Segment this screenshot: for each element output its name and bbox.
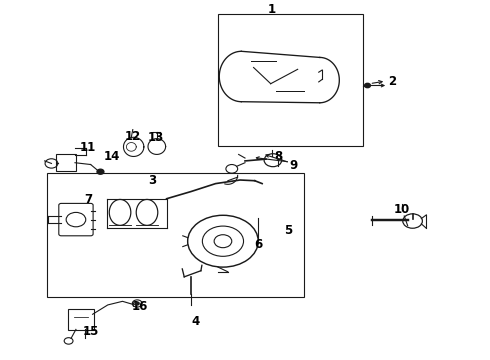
Text: 2: 2 [388, 75, 396, 87]
Text: 1: 1 [268, 3, 276, 15]
Text: 7: 7 [84, 193, 92, 206]
Text: 12: 12 [125, 130, 142, 143]
FancyBboxPatch shape [68, 309, 94, 330]
Circle shape [135, 302, 139, 305]
Text: 6: 6 [254, 238, 262, 251]
Text: 5: 5 [284, 224, 292, 237]
Circle shape [97, 169, 104, 174]
FancyBboxPatch shape [59, 203, 93, 236]
Circle shape [365, 84, 370, 88]
Text: 4: 4 [192, 315, 200, 328]
Text: 11: 11 [80, 141, 97, 154]
Text: 3: 3 [148, 174, 156, 186]
Text: 10: 10 [393, 203, 410, 216]
Text: 8: 8 [274, 150, 282, 163]
Text: 16: 16 [131, 300, 148, 312]
FancyBboxPatch shape [56, 154, 76, 171]
Text: 15: 15 [82, 325, 99, 338]
Text: 9: 9 [290, 159, 298, 172]
Text: 13: 13 [147, 131, 164, 144]
Text: 14: 14 [103, 150, 120, 163]
